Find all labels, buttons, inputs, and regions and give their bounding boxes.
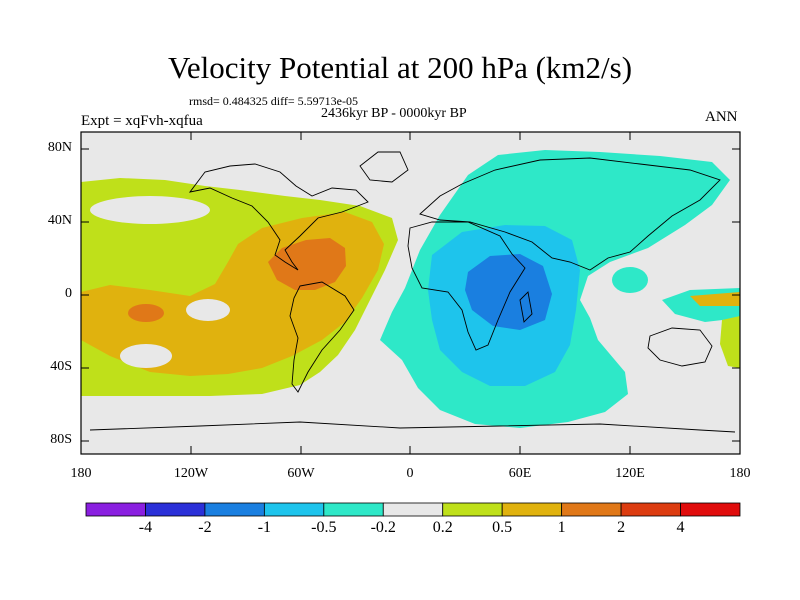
gap-central-pacific [186,299,230,321]
gap-north-pacific [90,196,210,224]
colorbar-label: 0.2 [432,519,453,536]
colorbar-label: -1 [257,519,272,536]
y-label-40n: 40N [47,213,72,228]
x-label-60e: 60E [508,466,532,481]
colorbar-swatch [501,502,563,517]
y-label-80s: 80S [50,432,72,447]
colorbar-swatch [442,502,503,517]
x-label-180w: 180 [70,466,92,481]
colorbar-swatch [680,502,741,517]
colorbar [85,502,741,517]
y-label-80n: 80N [47,140,72,155]
x-label-120w: 120W [173,466,209,481]
colorbar-swatch [323,502,384,517]
negative-region-1 [465,254,552,330]
coastlines [89,151,736,433]
colorbar-label: -2 [198,519,212,536]
positive-region-1-pacific [128,304,164,322]
gap-south-pacific [120,344,172,368]
colorbar-label: 0.5 [492,519,513,536]
colorbar-swatch [382,502,444,517]
period-line: 2436kyr BP - 0000kyr BP [321,106,467,121]
x-label-60w: 60W [287,466,315,481]
season-label: ANN [705,109,738,125]
positive-region-1 [268,238,346,290]
indonesia-negative [612,267,648,293]
colorbar-swatch [620,502,681,517]
y-label-0: 0 [65,286,72,301]
colorbar-label: 1 [557,519,566,536]
colorbar-label: 2 [617,519,626,536]
contour-field [81,132,740,454]
west-pacific-positive [690,292,740,306]
east-edge-positive [720,316,740,368]
map-title: Velocity Potential at 200 hPa (km2/s) [167,50,633,85]
y-label-40s: 40S [50,359,72,374]
y-axis-ticks [81,148,740,442]
x-label-180e: 180 [729,466,751,481]
experiment-line: Expt = xqFvh-xqfua [81,113,203,129]
colorbar-swatch [85,502,146,517]
colorbar-swatch [263,502,325,517]
colorbar-label: -0.2 [370,519,396,536]
colorbar-swatch [145,502,206,517]
x-label-0: 0 [406,466,414,481]
colorbar-swatch [204,502,265,517]
colorbar-swatch [561,502,622,517]
stats-line: rmsd= 0.484325 diff= 5.59713e-05 [189,94,358,108]
x-axis-ticks [80,132,741,454]
colorbar-label: -0.5 [311,519,337,536]
colorbar-label: 4 [676,519,685,536]
colorbar-label: -4 [138,519,153,536]
x-label-120e: 120E [615,466,645,481]
